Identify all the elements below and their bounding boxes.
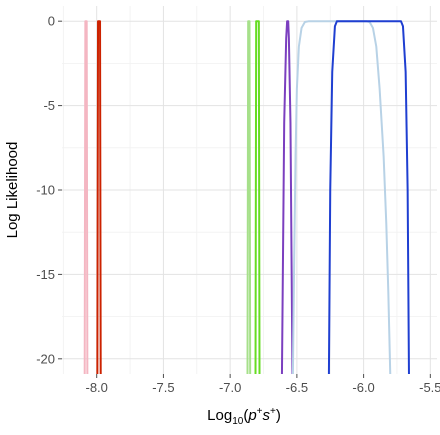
y-tick-label: -20 [36,351,55,366]
x-axis-title-open-paren: ( [243,407,248,424]
x-axis-title-s-superscript: + [270,406,276,417]
series-line-3 [246,20,252,374]
x-tick-label: -6.5 [286,380,308,395]
series-line-4 [254,20,261,374]
y-tick-label: -5 [43,98,55,113]
x-tick-label: -6.0 [352,380,374,395]
x-axis-title-subscript: 10 [232,416,244,427]
x-tick-label: -7.5 [152,380,174,395]
series-line-2 [96,20,102,374]
series-line-5 [280,20,294,374]
series-layer [83,20,410,374]
y-tick-label: 0 [48,14,55,29]
x-tick-label: -7.0 [219,380,241,395]
x-axis-title-close-paren: ) [276,407,281,424]
x-axis-title-log: Log [207,407,232,424]
x-tick-label: -8.0 [85,380,107,395]
series-line-6 [291,20,392,374]
x-axis-title-p: p [247,407,256,424]
x-tick-label: -5.5 [419,380,440,395]
y-axis-title: Log Likelihood [4,142,21,239]
series-line-1 [83,20,89,374]
x-axis-title-s: s [263,407,271,424]
x-axis-title-p-superscript: + [257,406,263,417]
y-tick-label: -10 [36,183,55,198]
axis-layer: -8.0 -7.5 -7.0 -6.5 -6.0 -5.5 0 -5 -10 -15 -20 [36,14,440,395]
y-tick-label: -15 [36,267,55,282]
series-line-7 [327,20,410,374]
x-axis-title: Log10(p+s+) [207,406,281,427]
